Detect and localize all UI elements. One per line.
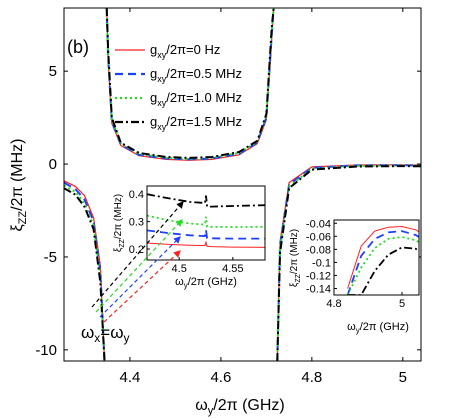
inset1-x-label: ωy/2π (GHz) (175, 276, 237, 290)
legend-label-3: gxy/2π=1.5 MHz (150, 114, 242, 132)
in1-series-line-1 (147, 229, 265, 240)
plot-area (64, 8, 421, 361)
inset2-series-group (346, 225, 419, 295)
y-axis-label-sub: ZZ (17, 211, 29, 225)
y-axis-label: ξZZ/2π (MHz) (9, 139, 29, 232)
inset1-frame (146, 185, 266, 261)
inset2-y-label: ξZZ/2π (MHz) (289, 229, 302, 287)
in1-series-line-0 (147, 240, 265, 248)
inset2-ticks: 4.8 5 -0.04-0.06-0.08-0.1-0.12-0.14 (306, 218, 405, 310)
legend: gxy/2π=0 Hz gxy/2π=0.5 MHz gxy/2π=1.0 MHz g… (115, 42, 242, 132)
x-tick-label: 4.8 (301, 369, 322, 386)
in1-ticks-ytick-label: 0.2 (129, 244, 144, 256)
in2-series-line-1 (346, 230, 419, 295)
inset2-frame (333, 219, 420, 296)
in2-ticks-ytick-label: -0.14 (306, 283, 331, 295)
in1-ticks-ytick-label: 0.3 (129, 217, 144, 229)
in1-series-line-2 (147, 214, 265, 229)
inset2-area (334, 220, 419, 295)
in1-ticks-xtick-label: 4.5 (172, 263, 187, 275)
y-axis-label-main: ξ (9, 224, 26, 231)
legend-label-2: gxy/2π=1.0 MHz (150, 90, 242, 108)
y-tick-label: 5 (49, 63, 57, 80)
in1-series-line-3 (147, 193, 265, 208)
in2-ticks-xtick-label: 5 (399, 298, 405, 310)
inset1-ticks: 4.5 4.55 0.2 0.3 0.4 (129, 189, 244, 275)
main-series-group (64, 8, 421, 361)
y-axis-label-tail: /2π (MHz) (9, 139, 26, 211)
y-tick-label: -10 (35, 342, 57, 359)
in2-ticks-ytick-label: -0.06 (306, 231, 331, 243)
legend-label-0: gxy/2π=0 Hz (150, 42, 220, 60)
y-ticks: -10 -5 0 5 (35, 63, 421, 359)
arrow-red (103, 250, 181, 323)
inset1-y-label: ξZZ/2π (MHz) (113, 194, 126, 252)
inset2-x-label: ωy/2π (GHz) (347, 321, 409, 335)
annotation-arrows (91, 201, 184, 323)
x-tick-label: 4.6 (210, 369, 231, 386)
arrow-blue (99, 236, 181, 318)
y-tick-label: 0 (49, 156, 57, 173)
in2-ticks-ytick-label: -0.1 (312, 257, 331, 269)
arrow-black (91, 201, 184, 308)
in2-ticks-ytick-label: -0.04 (306, 218, 331, 230)
annotation-text: ωx=ωy (81, 323, 129, 345)
x-axis-label: ωy/2π (GHz) (195, 397, 284, 417)
in2-series-line-2 (346, 236, 419, 295)
inset1-series-group (147, 193, 265, 248)
in2-series-line-3 (347, 246, 419, 295)
x-axis-label-sub: y (208, 405, 214, 417)
x-tick-label: 4.4 (120, 369, 141, 386)
in1-ticks-xtick-label: 4.55 (222, 263, 243, 275)
panel-label: (b) (67, 37, 89, 57)
series-line-1 (64, 8, 421, 361)
x-tick-label: 5 (399, 369, 407, 386)
x-ticks: 4.4 4.6 4.8 5 (120, 8, 407, 386)
in2-ticks-ytick-label: -0.12 (306, 270, 331, 282)
in1-ticks-ytick-label: 0.4 (129, 189, 144, 201)
y-tick-label: -5 (44, 249, 57, 266)
legend-label-1: gxy/2π=0.5 MHz (150, 66, 242, 84)
x-axis-label-main: ω (195, 397, 208, 414)
plot-frame (63, 7, 422, 362)
in2-ticks-ytick-label: -0.08 (306, 244, 331, 256)
x-axis-label-tail: /2π (GHz) (213, 397, 284, 414)
in2-series-line-0 (347, 225, 419, 289)
in2-ticks-xtick-label: 4.8 (326, 298, 341, 310)
